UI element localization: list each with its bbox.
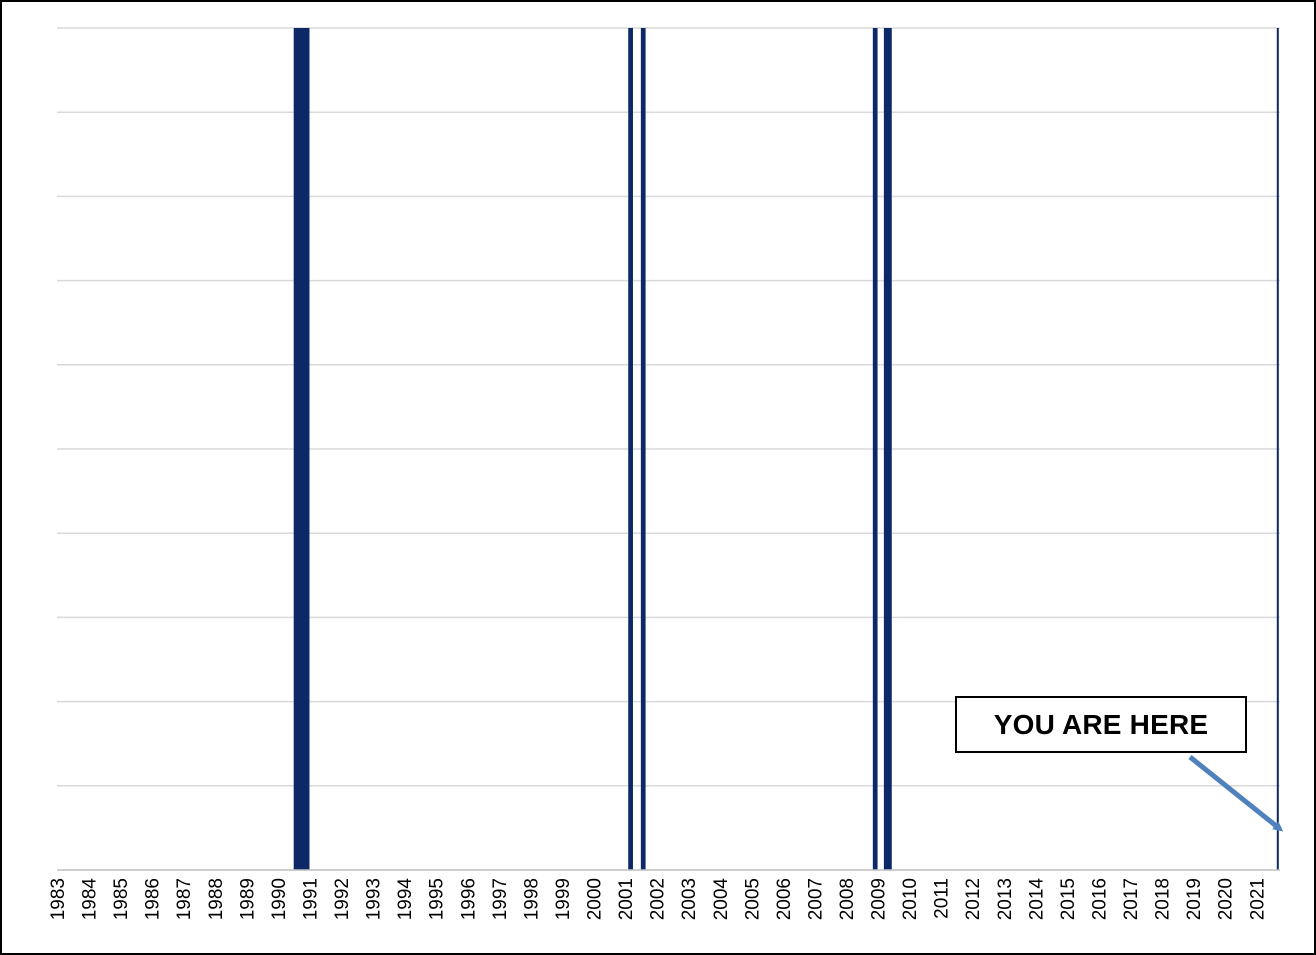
x-tick-label: 2012 (963, 878, 984, 920)
x-tick-label: 2006 (774, 878, 795, 920)
x-tick-label: 2013 (995, 878, 1016, 920)
x-tick-label: 2015 (1058, 878, 1079, 920)
period-bar (883, 28, 892, 870)
bars (293, 28, 1279, 870)
x-tick-label: 2007 (805, 878, 826, 920)
x-tick-label: 2020 (1216, 878, 1237, 920)
x-tick-label: 1992 (332, 878, 353, 920)
x-tick-label: 1995 (427, 878, 448, 920)
x-tick-labels: 1983 1984 1985 1986 1987 1988 1989 1990 1991 1992… (48, 878, 1268, 921)
x-tick-label: 2021 (1247, 878, 1268, 920)
x-tick-label: 2017 (1121, 878, 1142, 920)
x-tick-label: 2001 (616, 878, 637, 920)
x-tick-label: 1986 (143, 878, 164, 920)
x-tick-label: 2009 (869, 878, 890, 920)
period-bar (872, 28, 878, 870)
x-tick-label: 1988 (206, 878, 227, 920)
x-tick-label: 1984 (80, 878, 101, 921)
x-tick-label: 2016 (1089, 878, 1110, 920)
x-tick-label: 2005 (742, 878, 763, 920)
x-tick-label: 2002 (648, 878, 669, 920)
x-tick-label: 1991 (300, 878, 321, 920)
x-tick-label: 1999 (553, 878, 574, 920)
x-tick-label: 2014 (1026, 878, 1047, 921)
gridlines (57, 27, 1280, 787)
x-tick-label: 1997 (490, 878, 511, 920)
x-tick-label: 2010 (900, 878, 921, 920)
x-tick-label: 2019 (1184, 878, 1205, 920)
x-tick-label: 1987 (174, 878, 195, 920)
period-bar (293, 28, 310, 870)
period-bar (628, 28, 633, 870)
x-tick-label: 1998 (521, 878, 542, 920)
x-tick-label: 2018 (1153, 878, 1174, 920)
period-bar (1276, 28, 1279, 870)
x-tick-label: 2008 (837, 878, 858, 920)
x-tick-label: 2000 (585, 878, 606, 920)
callout-text: YOU ARE HERE (993, 708, 1209, 740)
period-bar (640, 28, 646, 870)
x-tick-label: 1989 (237, 878, 258, 920)
x-tick-label: 1994 (395, 878, 416, 921)
x-tick-label: 2003 (679, 878, 700, 920)
x-tick-label: 2011 (932, 878, 953, 919)
x-tick-label: 2004 (711, 878, 732, 921)
x-tick-label: 1990 (269, 878, 290, 920)
callout-arrow (1188, 755, 1284, 832)
x-tick-label: 1996 (458, 878, 479, 920)
callout-box: YOU ARE HERE (955, 696, 1247, 753)
x-tick-label: 1983 (48, 878, 69, 920)
x-tick-label: 1993 (364, 878, 385, 920)
x-tick-label: 1985 (111, 878, 132, 920)
